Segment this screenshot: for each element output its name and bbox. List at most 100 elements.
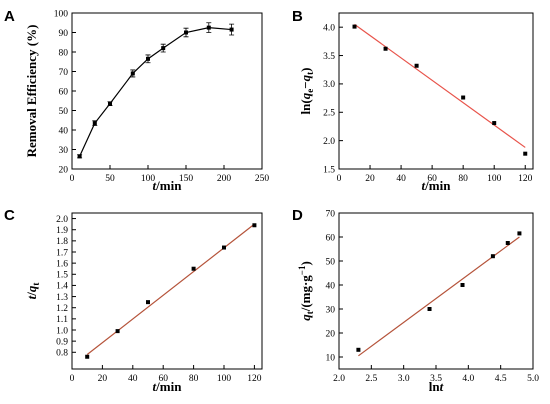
panel-c-data-point — [115, 329, 120, 334]
panel-d-ytick-label: 10 — [326, 353, 336, 363]
panel-c-ytick-label: 1.9 — [56, 226, 68, 236]
panel-a-ytick-label: 60 — [59, 87, 69, 97]
panel-d-fit — [358, 236, 520, 357]
panel-c: C t/qt t/min 0 20 40 60 80 100 120 0.8 0.91.01.1… — [4, 207, 263, 394]
panel-a-xtick-label: 50 — [105, 174, 115, 184]
panel-d-data-point — [460, 283, 465, 287]
panel-d-ytick-label: 30 — [326, 305, 336, 315]
panel-c-data-point — [252, 223, 257, 228]
panel-b-ytick-label: 3.5 — [323, 52, 335, 62]
panel-d-fit-line — [358, 236, 520, 357]
panel-c-marks — [85, 223, 257, 359]
panel-a-frame — [71, 12, 263, 170]
panel-b-ytick-label: 2.5 — [323, 109, 335, 119]
panel-d-xtick-label: 2.0 — [333, 374, 345, 384]
panel-d-data-point — [427, 307, 432, 311]
panel-b-xtick-label: 100 — [487, 174, 502, 184]
panel-c-xtick-label: 80 — [189, 374, 199, 384]
panel-b-letter: B — [292, 8, 303, 25]
panel-b-data-point — [352, 24, 357, 29]
panel-a-letter: A — [4, 8, 15, 25]
panel-d-ytick-label: 40 — [326, 281, 336, 291]
panel-a-xtick-label: 150 — [179, 174, 194, 184]
panel-a-xtick-label: 200 — [217, 174, 232, 184]
panel-d-xtick-label: 4.5 — [495, 374, 507, 384]
panel-d-ytick-label: 20 — [326, 329, 336, 339]
panel-a-series-line — [79, 27, 232, 157]
panel-c-ytick-label: 1.2 — [56, 304, 68, 314]
panel-a-ytick-label: 20 — [59, 165, 69, 175]
panel-a-ticks: 0 50 100 150 200 250 20 30 40 50 60 70 80 90 100 — [54, 9, 270, 184]
panel-a-line — [79, 27, 232, 157]
panel-a-ytick-label: 50 — [59, 107, 69, 117]
panel-c-data-point — [222, 245, 226, 250]
panel-a-data-point — [130, 71, 135, 76]
panel-c-xtick-label: 0 — [70, 374, 75, 384]
panel-c-xtick-label: 120 — [247, 374, 262, 384]
panel-d-ticks: 2.0 2.5 3.0 3.5 4.0 4.5 5.0 10 20 30 40 50 60 70 — [326, 209, 540, 384]
panel-c-data-point — [191, 266, 196, 271]
panel-d-ytick-label: 50 — [326, 257, 336, 267]
panel-d-data-point — [517, 231, 522, 236]
panel-d-marks — [356, 231, 522, 352]
panel-c-ytick-label: 1.7 — [56, 248, 68, 258]
panel-a-xtick-label: 250 — [255, 174, 270, 184]
panel-c-xtick-label: 20 — [98, 374, 108, 384]
panel-b-xtick-label: 60 — [427, 174, 437, 184]
panel-c-ytick-label: 0.8 — [56, 349, 68, 359]
panel-a-ytick-label: 80 — [59, 48, 69, 58]
panel-a-data-point — [184, 30, 188, 35]
panel-c-ytick-label: 1.0 — [56, 326, 68, 336]
panel-b-data-point — [383, 46, 388, 51]
panel-b-ytick-label: 2.0 — [323, 137, 335, 147]
panel-c-ytick-label: 0.9 — [56, 337, 68, 347]
panel-a: A Removal Efficiency (%) t/min 0 50 100 150… — [4, 8, 269, 193]
panel-c-data-point — [146, 300, 150, 305]
panel-b-ylabel: ln(qe−qt) — [298, 68, 315, 115]
panel-d-frame — [338, 212, 534, 370]
panel-d-ytick-label: 60 — [326, 233, 336, 243]
panel-b-ytick-label: 1.5 — [323, 165, 335, 175]
panel-d-data-point — [356, 347, 361, 352]
panel-a-xtick-label: 0 — [70, 174, 75, 184]
panel-d-letter: D — [292, 207, 303, 224]
panel-d-xtick-label: 3.5 — [430, 374, 442, 384]
panel-c-xtick-label: 100 — [217, 374, 232, 384]
panel-c-fit-line — [86, 223, 255, 355]
panel-c-frame — [71, 212, 263, 370]
panel-b-frame — [338, 12, 534, 170]
panel-c-ytick-label: 1.1 — [56, 315, 68, 325]
panel-c-ticks: 0 20 40 60 80 100 120 0.8 0.91.01.11.21.31.41.5 1… — [56, 215, 262, 384]
panel-b-xtick-label: 80 — [458, 174, 468, 184]
panel-b-ytick-label: 3.0 — [323, 80, 335, 90]
panel-c-xlabel: t/min — [153, 379, 183, 394]
panel-b-xtick-label: 120 — [518, 174, 533, 184]
panel-a-data-point — [161, 46, 166, 51]
panel-c-data-point — [85, 354, 90, 359]
panel-a-data-point — [108, 101, 112, 106]
panel-b-data-point — [461, 95, 466, 100]
panel-a-xlabel: t/min — [153, 178, 183, 193]
panel-a-data-point — [206, 25, 211, 30]
panel-d-data-point — [490, 254, 495, 259]
panel-a-ylabel: Removal Efficiency (%) — [24, 25, 39, 158]
panel-c-ytick-label: 1.5 — [56, 271, 68, 281]
panel-d-xtick-label: 3.0 — [398, 374, 410, 384]
panel-d-ytick-label: 70 — [326, 209, 336, 219]
panel-c-ytick-label: 1.6 — [56, 259, 68, 269]
panel-c-fit — [86, 223, 255, 355]
panel-b-fit — [354, 23, 526, 148]
panel-a-xtick-label: 100 — [141, 174, 156, 184]
panel-b-xtick-label: 0 — [337, 174, 342, 184]
panel-c-ytick-label: 1.4 — [56, 282, 68, 292]
panel-d-xtick-label: 4.0 — [462, 374, 474, 384]
panel-c-ytick-label: 2.0 — [56, 215, 68, 225]
panel-a-ytick-label: 30 — [59, 146, 69, 156]
panel-a-data-point — [77, 154, 82, 159]
panel-d-data-point — [505, 241, 510, 245]
panel-b-marks — [352, 24, 528, 156]
panel-a-ytick-label: 100 — [54, 9, 69, 19]
panel-a-data-point — [146, 56, 150, 61]
panel-d-xlabel: lnt — [429, 379, 444, 394]
